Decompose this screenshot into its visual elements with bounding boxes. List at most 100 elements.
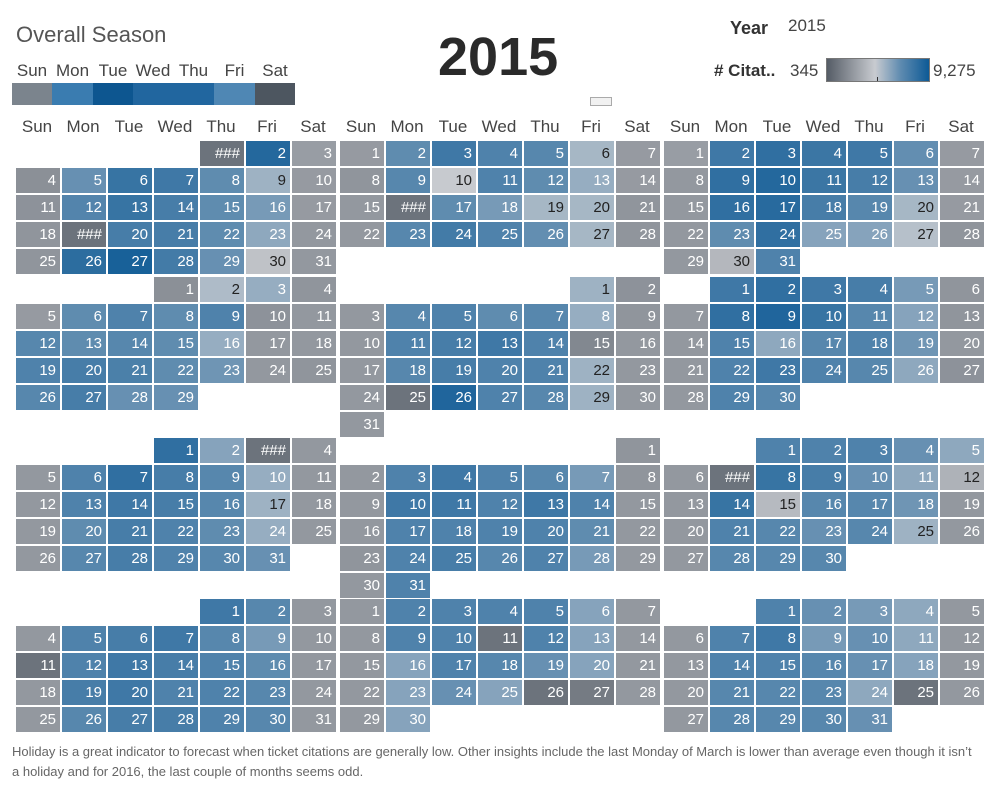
day-cell[interactable]: 7 — [616, 141, 660, 166]
day-cell[interactable]: 25 — [802, 222, 846, 247]
day-cell[interactable]: 8 — [710, 304, 754, 329]
day-cell[interactable]: 16 — [756, 331, 800, 356]
season-swatch[interactable] — [93, 83, 133, 105]
day-cell[interactable]: 10 — [848, 465, 892, 490]
day-cell[interactable]: 19 — [848, 195, 892, 220]
day-cell[interactable]: 7 — [154, 168, 198, 193]
day-cell[interactable]: 11 — [802, 168, 846, 193]
day-cell[interactable]: 24 — [848, 680, 892, 705]
day-cell[interactable]: 17 — [432, 653, 476, 678]
day-cell[interactable]: 25 — [16, 707, 60, 732]
day-cell[interactable]: 31 — [386, 573, 430, 598]
day-cell[interactable]: 20 — [570, 653, 614, 678]
day-cell[interactable]: 18 — [16, 222, 60, 247]
day-cell[interactable]: 28 — [524, 385, 568, 410]
day-cell[interactable]: 3 — [756, 141, 800, 166]
day-cell[interactable]: 13 — [894, 168, 938, 193]
day-cell[interactable]: 20 — [62, 358, 106, 383]
day-cell[interactable]: 25 — [16, 249, 60, 274]
day-cell[interactable]: 8 — [200, 168, 244, 193]
day-cell[interactable]: 4 — [16, 168, 60, 193]
day-cell[interactable]: 22 — [340, 680, 384, 705]
day-cell[interactable]: 15 — [340, 195, 384, 220]
day-cell[interactable]: 26 — [940, 519, 984, 544]
day-cell[interactable]: 31 — [848, 707, 892, 732]
day-cell[interactable]: 26 — [940, 680, 984, 705]
day-cell[interactable]: 22 — [756, 680, 800, 705]
day-cell[interactable]: 22 — [154, 519, 198, 544]
day-cell[interactable]: ### — [200, 141, 244, 166]
day-cell[interactable]: 22 — [154, 358, 198, 383]
day-cell[interactable]: 19 — [524, 653, 568, 678]
day-cell[interactable]: 26 — [62, 707, 106, 732]
day-cell[interactable]: 24 — [246, 519, 290, 544]
day-cell[interactable]: 6 — [62, 465, 106, 490]
day-cell[interactable]: 10 — [246, 465, 290, 490]
day-cell[interactable]: 30 — [616, 385, 660, 410]
day-cell[interactable]: 30 — [802, 546, 846, 571]
day-cell[interactable]: 20 — [108, 222, 152, 247]
day-cell[interactable]: 22 — [756, 519, 800, 544]
day-cell[interactable]: 4 — [478, 141, 522, 166]
day-cell[interactable]: 18 — [16, 680, 60, 705]
day-cell[interactable]: 29 — [340, 707, 384, 732]
day-cell[interactable]: 1 — [340, 141, 384, 166]
day-cell[interactable]: 28 — [616, 222, 660, 247]
day-cell[interactable]: 29 — [570, 385, 614, 410]
day-cell[interactable]: 7 — [664, 304, 708, 329]
day-cell[interactable]: 22 — [664, 222, 708, 247]
day-cell[interactable]: 9 — [200, 465, 244, 490]
day-cell[interactable]: 4 — [16, 626, 60, 651]
day-cell[interactable]: 27 — [894, 222, 938, 247]
day-cell[interactable]: 13 — [478, 331, 522, 356]
drag-handle[interactable] — [590, 97, 612, 106]
day-cell[interactable]: 8 — [756, 626, 800, 651]
day-cell[interactable]: 17 — [246, 331, 290, 356]
day-cell[interactable]: 14 — [108, 331, 152, 356]
day-cell[interactable]: 23 — [616, 358, 660, 383]
day-cell[interactable]: 11 — [16, 195, 60, 220]
day-cell[interactable]: 30 — [340, 573, 384, 598]
day-cell[interactable]: 13 — [108, 653, 152, 678]
day-cell[interactable]: 8 — [340, 168, 384, 193]
day-cell[interactable]: 19 — [16, 358, 60, 383]
day-cell[interactable]: 14 — [710, 653, 754, 678]
day-cell[interactable]: 12 — [524, 626, 568, 651]
day-cell[interactable]: 21 — [710, 680, 754, 705]
day-cell[interactable]: 3 — [432, 599, 476, 624]
day-cell[interactable]: 11 — [478, 168, 522, 193]
day-cell[interactable]: 8 — [154, 304, 198, 329]
day-cell[interactable]: 9 — [616, 304, 660, 329]
day-cell[interactable]: 10 — [246, 304, 290, 329]
day-cell[interactable]: 8 — [340, 626, 384, 651]
day-cell[interactable]: 12 — [62, 195, 106, 220]
day-cell[interactable]: 5 — [940, 438, 984, 463]
day-cell[interactable]: 6 — [62, 304, 106, 329]
day-cell[interactable]: 29 — [756, 707, 800, 732]
day-cell[interactable]: 10 — [848, 626, 892, 651]
day-cell[interactable]: 10 — [340, 331, 384, 356]
day-cell[interactable]: 5 — [848, 141, 892, 166]
day-cell[interactable]: 17 — [848, 653, 892, 678]
day-cell[interactable]: 1 — [570, 277, 614, 302]
day-cell[interactable]: 13 — [940, 304, 984, 329]
day-cell[interactable]: 15 — [664, 195, 708, 220]
day-cell[interactable]: 10 — [386, 492, 430, 517]
day-cell[interactable]: 21 — [154, 222, 198, 247]
day-cell[interactable]: 6 — [570, 599, 614, 624]
day-cell[interactable]: 20 — [664, 519, 708, 544]
day-cell[interactable]: 5 — [478, 465, 522, 490]
day-cell[interactable]: 14 — [664, 331, 708, 356]
day-cell[interactable]: 3 — [802, 277, 846, 302]
day-cell[interactable]: 2 — [386, 141, 430, 166]
day-cell[interactable]: 19 — [62, 680, 106, 705]
day-cell[interactable]: 14 — [570, 492, 614, 517]
day-cell[interactable]: 14 — [616, 626, 660, 651]
day-cell[interactable]: 24 — [340, 385, 384, 410]
day-cell[interactable]: 19 — [432, 358, 476, 383]
day-cell[interactable]: 9 — [386, 626, 430, 651]
day-cell[interactable]: ### — [386, 195, 430, 220]
day-cell[interactable]: 11 — [478, 626, 522, 651]
day-cell[interactable]: 23 — [802, 680, 846, 705]
season-swatch[interactable] — [133, 83, 173, 105]
